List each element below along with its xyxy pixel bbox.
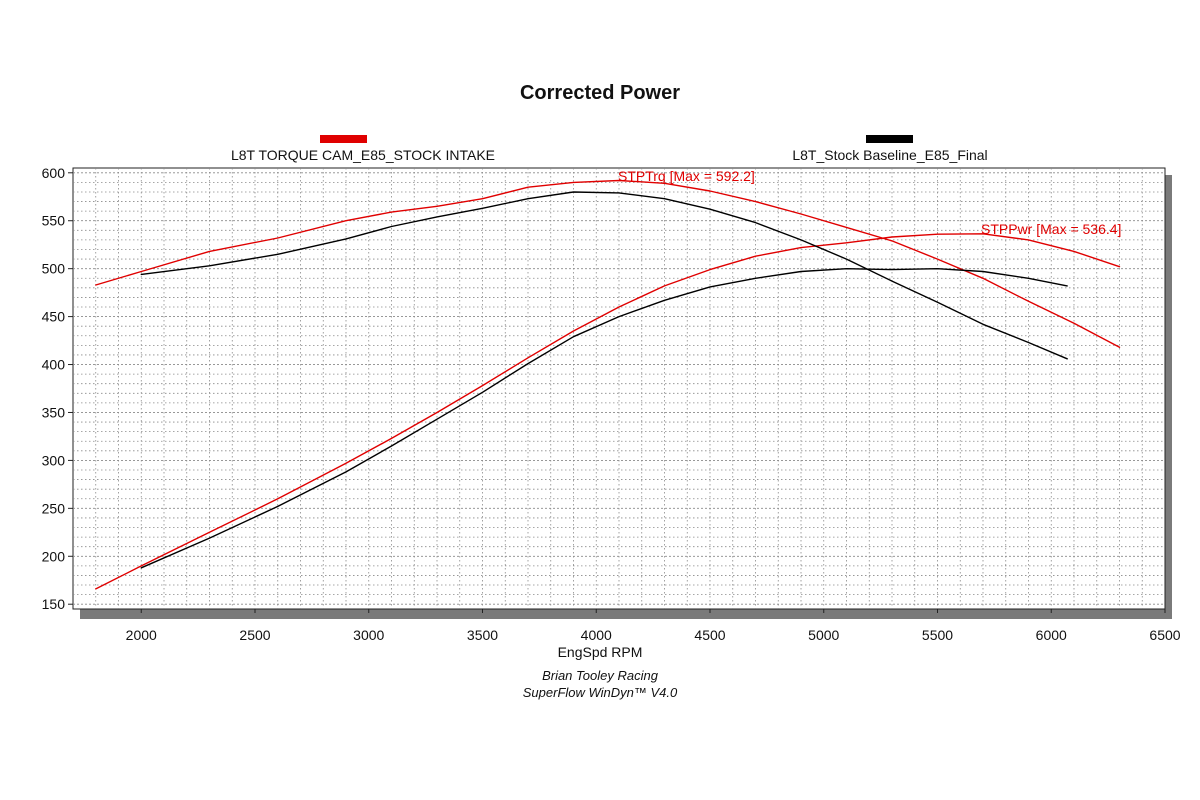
y-tick-label: 500 bbox=[42, 261, 66, 277]
footer-line-2: SuperFlow WinDyn™ V4.0 bbox=[523, 685, 678, 700]
y-tick-label: 350 bbox=[42, 404, 66, 420]
x-axis-ticks: 2000 2500 3000 3500 4000 4500 5000 5500 6000 6500 bbox=[126, 609, 1181, 643]
x-tick-label: 2000 bbox=[126, 627, 157, 643]
footer-line-1: Brian Tooley Racing bbox=[542, 668, 659, 683]
x-tick-label: 3000 bbox=[353, 627, 384, 643]
x-tick-label: 4000 bbox=[581, 627, 612, 643]
y-tick-label: 300 bbox=[42, 452, 66, 468]
legend-label-red: L8T TORQUE CAM_E85_STOCK INTAKE bbox=[231, 147, 495, 163]
x-tick-label: 2500 bbox=[239, 627, 270, 643]
legend-label-black: L8T_Stock Baseline_E85_Final bbox=[792, 147, 987, 163]
y-tick-label: 200 bbox=[42, 548, 66, 564]
series-line-0 bbox=[95, 179, 1121, 348]
x-axis-label: EngSpd RPM bbox=[558, 644, 643, 660]
legend-swatch-red bbox=[320, 135, 367, 143]
chart-title: Corrected Power bbox=[520, 82, 680, 104]
x-tick-label: 5500 bbox=[922, 627, 953, 643]
series-line-1 bbox=[95, 233, 1121, 590]
y-tick-label: 150 bbox=[42, 596, 66, 612]
series-line-2 bbox=[140, 191, 1068, 360]
legend-swatch-black bbox=[866, 135, 913, 143]
y-tick-label: 550 bbox=[42, 213, 66, 229]
y-tick-label: 450 bbox=[42, 309, 66, 325]
y-tick-label: 250 bbox=[42, 500, 66, 516]
x-tick-label: 4500 bbox=[694, 627, 725, 643]
stp-trq-annotation: STPTrq [Max = 592.2] bbox=[618, 168, 755, 184]
y-tick-label: 400 bbox=[42, 357, 66, 373]
y-tick-label: 600 bbox=[42, 165, 66, 181]
series-lines bbox=[95, 179, 1121, 590]
x-tick-label: 3500 bbox=[467, 627, 498, 643]
series-line-3 bbox=[140, 268, 1068, 569]
stp-pwr-annotation: STPPwr [Max = 536.4] bbox=[981, 221, 1121, 237]
x-tick-label: 6000 bbox=[1036, 627, 1067, 643]
grid bbox=[73, 168, 1165, 609]
y-axis-ticks: 150 200 250 300 350 400 450 500 550 600 bbox=[42, 165, 73, 612]
x-tick-label: 5000 bbox=[808, 627, 839, 643]
legend: L8T TORQUE CAM_E85_STOCK INTAKE L8T_Stoc… bbox=[231, 135, 988, 163]
x-tick-label: 6500 bbox=[1149, 627, 1180, 643]
